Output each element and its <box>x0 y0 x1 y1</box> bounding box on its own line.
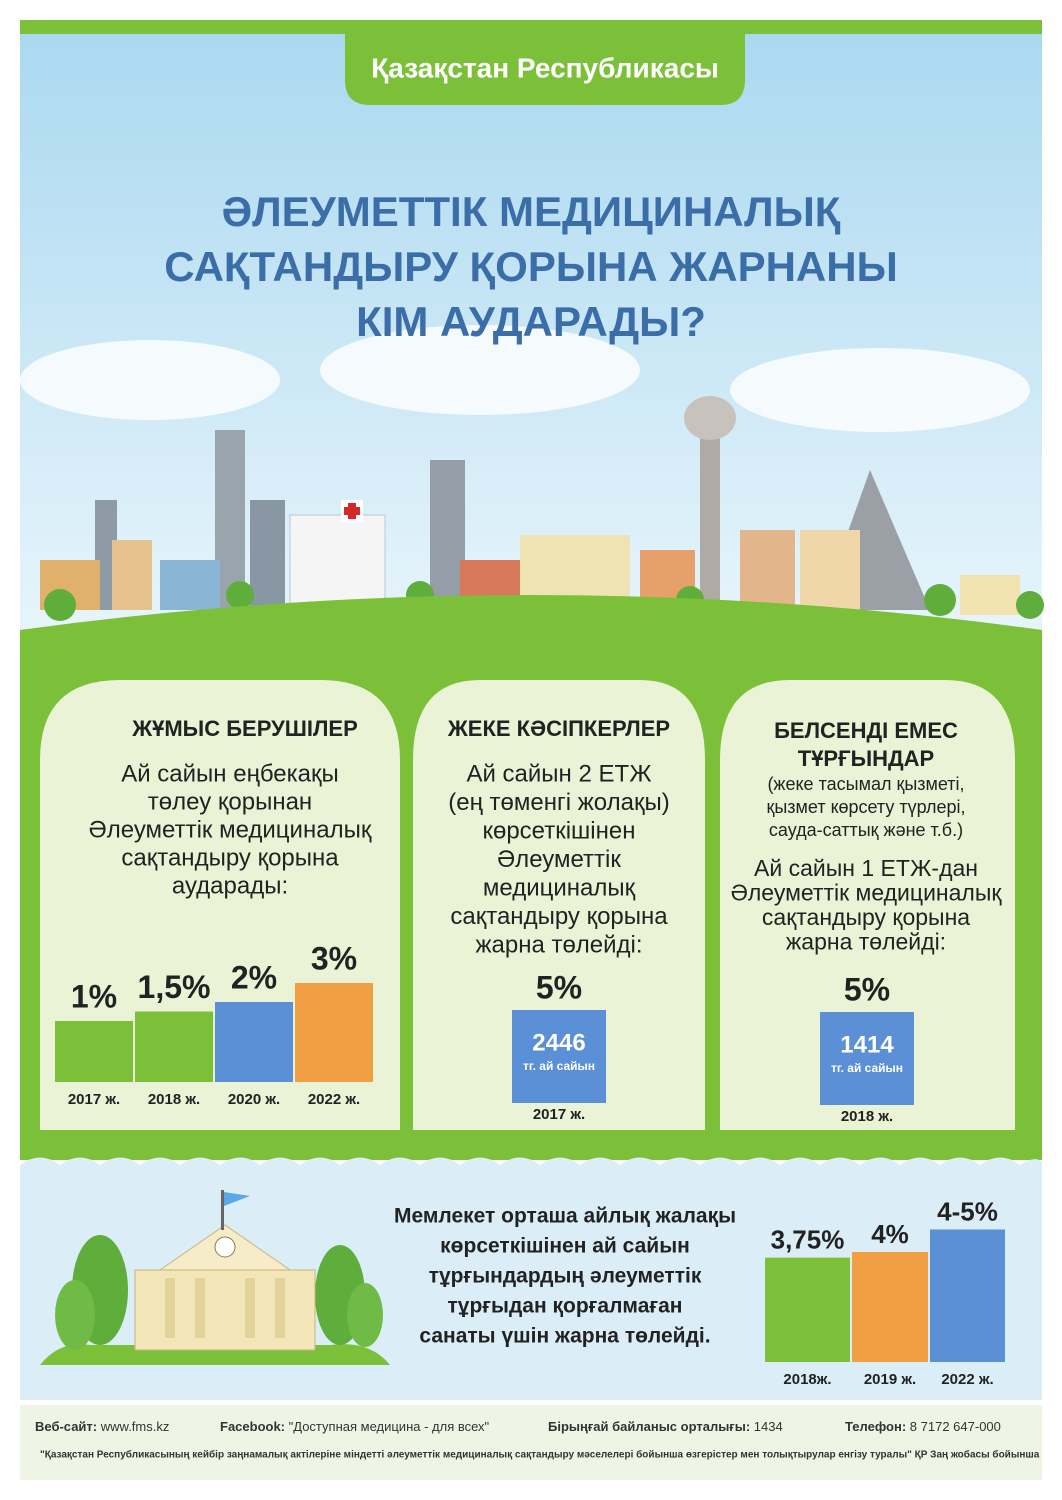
footer-value: "Доступная медицина - для всех" <box>289 1419 490 1434</box>
bar <box>852 1252 928 1362</box>
card-text: көрсеткішінен <box>482 817 635 844</box>
card-note: (жеке тасымал қызметі, <box>767 774 964 794</box>
bar <box>512 1010 606 1103</box>
card-title: БЕЛСЕНДІ ЕМЕС <box>774 718 958 743</box>
card-text: (ең төменгі жолақы) <box>448 789 669 816</box>
card-note: қызмет көрсету түрлері, <box>766 797 965 817</box>
value-label: 3,75% <box>771 1225 845 1255</box>
footer-item: Бірыңғай байланыс орталығы: 1434 <box>548 1419 783 1434</box>
value-label: 1% <box>71 978 117 1014</box>
year-label: 2019 ж. <box>864 1371 916 1388</box>
title-line: ӘЛЕУМЕТТІК МЕДИЦИНАЛЫҚ <box>222 188 841 235</box>
skyline <box>40 396 1044 621</box>
amount: 2446 <box>532 1029 585 1056</box>
state-text: санаты үшін жарна төлейді. <box>419 1325 710 1348</box>
state-text: Мемлекет орташа айлық жалақы <box>394 1205 736 1228</box>
bar <box>55 1021 133 1082</box>
card-text: төлеу қорынан <box>148 788 312 815</box>
value-label: 1,5% <box>138 969 211 1005</box>
value-label: 4% <box>871 1219 909 1249</box>
state-text: тұрғындардың әлеуметтік <box>429 1265 702 1288</box>
value-label: 3% <box>311 940 357 976</box>
footer-item: Телефон: 8 7172 647-000 <box>845 1419 1001 1434</box>
year-label: 2017 ж. <box>68 1091 120 1108</box>
footer-item: Веб-сайт: www.fms.kz <box>35 1419 169 1434</box>
title-line: САҚТАНДЫРУ ҚОРЫНА ЖАРНАНЫ <box>164 243 897 290</box>
title-line: КІМ АУДАРАДЫ? <box>356 298 706 345</box>
bar <box>930 1229 1005 1362</box>
card <box>720 680 1015 1130</box>
bar <box>295 983 373 1082</box>
card-text: Әлеуметтік <box>497 846 621 873</box>
bar <box>135 1011 213 1082</box>
year-label: 2017 ж. <box>533 1106 585 1123</box>
card <box>413 680 705 1130</box>
badge <box>345 34 745 105</box>
content: Қазақстан Республикасы ӘЛЕУМЕТТІК МЕДИЦИН… <box>35 52 1040 1460</box>
card-text: Әлеуметтік медициналық <box>89 816 372 843</box>
year-label: 2018ж. <box>783 1371 831 1388</box>
value-label: 2% <box>231 959 277 995</box>
footer-label: Facebook: <box>220 1419 285 1434</box>
badge-text: Қазақстан Республикасы <box>371 52 719 83</box>
bar <box>765 1257 850 1362</box>
year-label: 2022 ж. <box>308 1091 360 1108</box>
footer-label: Телефон: <box>845 1419 906 1434</box>
footer <box>20 1405 1042 1480</box>
amount-unit: тг. ай сайын <box>831 1061 903 1075</box>
card-text: Ай сайын 2 ЕТЖ <box>466 760 651 787</box>
card-note: сауда-саттық және т.б.) <box>769 820 963 840</box>
card-text: сақтандыру қорына <box>121 844 339 871</box>
footer-item: Facebook: "Доступная медицина - для всех… <box>220 1419 490 1434</box>
state-text: тұрғыдан қорғалмаған <box>448 1295 683 1318</box>
amount-unit: тг. ай сайын <box>523 1059 595 1073</box>
amount: 1414 <box>840 1031 894 1058</box>
value-label: 5% <box>536 969 582 1005</box>
building-illustration <box>40 1190 390 1365</box>
value-label: 4-5% <box>937 1196 998 1226</box>
clouds <box>20 325 1030 432</box>
card-text: Әлеуметтік медициналық <box>731 880 1003 906</box>
footer-note: "Қазақстан Республикасының кейбір заңнам… <box>40 1449 1040 1461</box>
footer-label: Веб-сайт: <box>35 1419 97 1434</box>
state-text: көрсеткішінен ай сайын <box>440 1235 690 1258</box>
card-title: ЖҰМЫС БЕРУШІЛЕР <box>131 716 358 741</box>
card-title: ЖЕКЕ КӘСІПКЕРЛЕР <box>447 716 670 741</box>
bar <box>215 1002 293 1082</box>
top-band <box>20 20 1042 34</box>
footer-value: www.fms.kz <box>100 1419 170 1434</box>
card-title: ТҰРҒЫНДАР <box>798 746 934 771</box>
card-text: Ай сайын еңбекақы <box>121 760 339 787</box>
year-label: 2018 ж. <box>841 1108 893 1125</box>
year-label: 2020 ж. <box>228 1091 280 1108</box>
year-label: 2018 ж. <box>148 1091 200 1108</box>
card-text: сақтандыру қорына <box>450 903 668 930</box>
card-text: жарна төлейді: <box>475 931 642 958</box>
year-label: 2022 ж. <box>941 1371 993 1388</box>
footer-value: 8 7172 647-000 <box>910 1419 1001 1434</box>
card-text: аударады: <box>172 872 288 899</box>
value-label: 5% <box>844 971 890 1007</box>
bar <box>820 1012 914 1105</box>
card-text: Ай сайын 1 ЕТЖ-дан <box>754 855 978 881</box>
card-text: жарна төлейді: <box>786 929 946 955</box>
footer-label: Бірыңғай байланыс орталығы: <box>548 1419 750 1434</box>
footer-value: 1434 <box>754 1419 783 1434</box>
card-text: медициналық <box>483 874 636 901</box>
card-text: сақтандыру қорына <box>762 904 970 930</box>
